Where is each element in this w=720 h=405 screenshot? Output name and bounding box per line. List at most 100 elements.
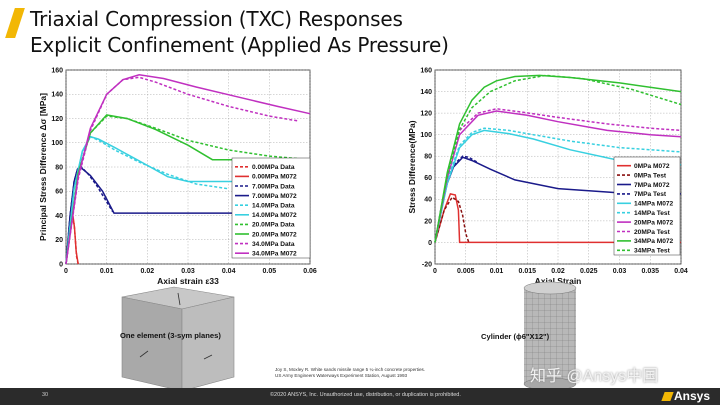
legend-label: 7MPa Test [634,191,667,198]
legend-label: 0.00MPa Data [252,164,295,171]
slide-title: Triaxial Compression (TXC) Responses Exp… [30,6,449,58]
x-tick-label: 0.06 [303,268,317,275]
y-tick-label: 100 [51,140,63,147]
series-line-5 [65,135,270,265]
legend-label: 34MPa M072 [634,238,674,245]
series-line-8 [65,76,298,265]
y-axis-title: Principal Stress Difference Δσ [MPa] [38,93,48,241]
legend-box [231,157,311,259]
legend-label: 20MPa M072 [634,219,674,226]
x-tick-label: 0.035 [641,268,659,275]
series-line-8 [434,74,682,243]
cylinder-top-cap [523,281,577,295]
reference-line-2: US Army Engineers Waterways Experiment S… [275,373,408,378]
x-tick-label: 0.04 [222,268,236,275]
series-line-4 [434,129,682,243]
x-tick-label: 0.05 [263,268,277,275]
slide-footer: 30 ©2020 ANSYS, Inc. Unauthorized use, d… [0,388,720,405]
legend-label: 14MPa Test [634,210,671,217]
y-tick-label: 160 [420,67,432,74]
legend: 0.00MPa Data 0.00MPa M072 7.00MPa Data 7.00… [231,157,311,259]
cube-side-face [181,296,235,392]
series-line-0 [434,193,681,244]
y-tick-label: 80 [424,154,432,161]
x-tick-label: 0.01 [100,268,114,275]
cube-marker-arrow [203,354,213,360]
legend-label: 0MPa Test [634,172,667,179]
x-tick-label: 0.005 [457,268,475,275]
legend-label: 14.0MPa M072 [252,212,297,219]
cylinder-mesh-illustration [523,281,577,391]
x-tick-label: 0.015 [518,268,536,275]
y-tick-label: 80 [55,164,63,171]
y-tick-label: 120 [51,116,63,123]
x-tick-label: 0.03 [181,268,195,275]
x-tick-label: 0.02 [551,268,565,275]
y-tick-label: 0 [428,240,432,247]
title-line-2: Explicit Confinement (Applied As Pressur… [30,33,449,57]
legend: 0MPa M072 0MPa Test 7MPa M072 7MPa Test 14MP… [613,156,681,256]
copyright-notice: ©2020 ANSYS, Inc. Unauthorized use, dist… [270,392,461,398]
series-line-9 [65,74,311,265]
legend-label: 34.0MPa M072 [252,251,297,258]
title-accent-bar [5,8,25,38]
y-tick-label: 140 [51,92,63,99]
legend-label: 7.00MPa Data [252,183,295,190]
brand-logo: Ansys [661,389,710,403]
y-tick-label: 20 [424,218,432,225]
brand-name: Ansys [673,389,710,403]
x-tick-label: 0 [64,268,68,275]
x-tick-label: 0.02 [141,268,155,275]
watermark-text: 知乎 @Ansys中国 [530,368,659,385]
x-tick-label: 0.03 [613,268,627,275]
x-axis-title: Axial Strain [535,276,582,286]
y-tick-label: -20 [422,261,432,268]
series-line-5 [434,127,682,243]
left-stress-strain-chart: 0 20 40 60 80 100 120 140 160 0 0.01 0.02 0.03 0.04 0.… [38,67,317,286]
y-tick-label: 120 [420,111,432,118]
y-tick-label: 20 [55,237,63,244]
x-tick-label: 0.01 [490,268,504,275]
series-line-4 [65,135,229,265]
title-line-1: Triaxial Compression (TXC) Responses [30,7,403,31]
series-line-3 [65,166,249,265]
legend-label: 14.0MPa Data [252,203,295,210]
legend-label: 20.0MPa Data [252,222,295,229]
legend-label: 20MPa Test [634,229,671,236]
y-tick-label: 140 [420,89,432,96]
legend-label: 7.00MPa M072 [252,193,297,200]
series-line-1 [434,196,470,243]
legend-label: 7MPa M072 [634,182,670,189]
y-tick-label: 60 [55,189,63,196]
brand-mark-icon [661,392,674,401]
series-line-9 [434,74,682,243]
cube-marker-arrow [139,350,149,358]
y-tick-label: 60 [424,175,432,182]
element-caption: One element (3-sym planes) [120,331,221,340]
y-axis-title: Stress Difference(MPa) [407,120,417,213]
x-tick-label: 0 [433,268,437,275]
cylinder-mesh [524,288,576,384]
cube-marker-arrow [177,292,181,306]
series-line-6 [434,110,682,243]
legend-label: 14MPa M072 [634,201,674,208]
x-axis-title: Axial strain ε33 [157,276,219,286]
y-tick-label: 160 [51,67,63,74]
y-tick-label: 40 [55,213,63,220]
page-number: 30 [42,392,49,398]
x-tick-label: 0.04 [674,268,688,275]
x-tick-label: 0.025 [580,268,598,275]
y-tick-label: 40 [424,197,432,204]
legend-label: 20.0MPa M072 [252,231,297,238]
legend-label: 34MPa Test [634,248,671,255]
legend-label: 0MPa M072 [634,163,670,170]
cube-element-illustration [121,286,235,392]
cube-front-face [121,296,183,392]
reference-line-1: Joy S, Moxley R. White sands missile ran… [275,367,426,372]
cylinder-caption: Cylinder (ϕ6"X12") [481,332,550,341]
legend-label: 34.0MPa Data [252,241,295,248]
legend-label: 0.00MPa M072 [252,174,297,181]
y-tick-label: 100 [420,132,432,139]
reference-citation: Joy S, Moxley R. White sands missile ran… [275,367,425,379]
